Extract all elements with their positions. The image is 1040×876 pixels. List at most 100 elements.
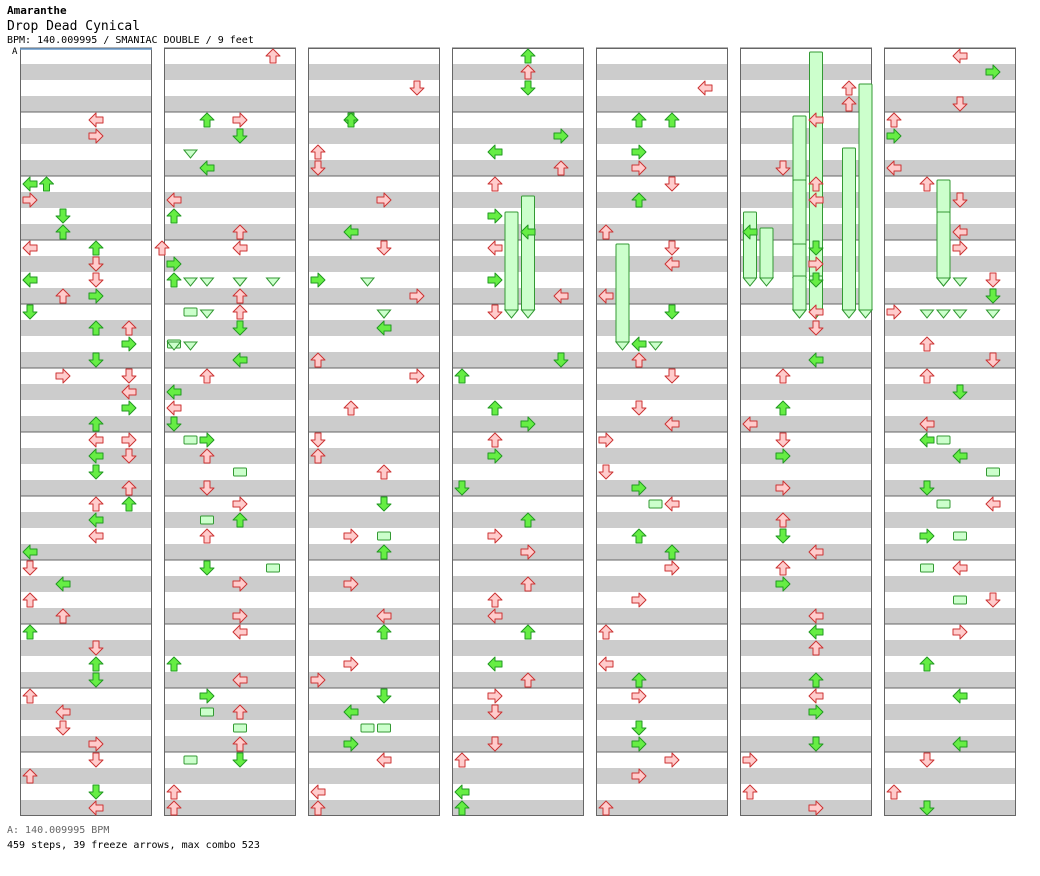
step-arrow-down (985, 352, 1001, 368)
beat-stripe (164, 416, 296, 432)
beat-stripe (884, 320, 1016, 336)
step-arrow-right (487, 688, 503, 704)
step-arrow-up (520, 64, 536, 80)
step-arrow-up (310, 352, 326, 368)
step-arrow-left (22, 176, 38, 192)
step-arrow-right (199, 432, 215, 448)
step-arrow-down (553, 352, 569, 368)
step-arrow-up (154, 240, 170, 256)
step-arrow-up (55, 288, 71, 304)
step-arrow-down (199, 480, 215, 496)
beat-stripe (740, 640, 872, 656)
chart-info: BPM: 140.009995 / SMANIAC DOUBLE / 9 fee… (7, 35, 254, 46)
beat-stripe (20, 544, 152, 560)
freeze-arrow (986, 467, 1000, 477)
step-arrow-down (808, 240, 824, 256)
step-arrow-up (919, 336, 935, 352)
step-arrow-up (199, 112, 215, 128)
freeze-tail (841, 309, 857, 319)
step-arrow-up (121, 496, 137, 512)
freeze-tail (166, 341, 182, 351)
beat-stripe (308, 96, 440, 112)
beat-stripe (884, 96, 1016, 112)
step-arrow-down (808, 320, 824, 336)
step-arrow-right (121, 432, 137, 448)
freeze-arrow (266, 563, 280, 573)
step-arrow-right (232, 112, 248, 128)
beat-stripe (20, 448, 152, 464)
step-arrow-up (88, 656, 104, 672)
freeze-arrow (200, 515, 214, 525)
column-border (596, 48, 728, 816)
step-arrow-up (664, 112, 680, 128)
bpm-marker-label: A (12, 47, 18, 57)
beat-stripe (20, 800, 152, 816)
beat-stripe (20, 512, 152, 528)
freeze-arrow (377, 723, 391, 733)
step-arrow-up (487, 432, 503, 448)
step-arrow-up (520, 576, 536, 592)
beat-stripe (308, 544, 440, 560)
step-arrow-right (55, 368, 71, 384)
freeze-arrow (183, 435, 198, 445)
step-arrow-left (886, 160, 902, 176)
step-arrow-down (775, 160, 791, 176)
step-arrow-up (553, 160, 569, 176)
beat-stripe (164, 576, 296, 592)
freeze-arrow (936, 435, 951, 445)
step-arrow-down (88, 752, 104, 768)
beat-stripe (308, 64, 440, 80)
beat-stripe (164, 160, 296, 176)
step-arrow-up (520, 48, 536, 64)
step-arrow-left (376, 320, 392, 336)
step-arrow-up (166, 208, 182, 224)
step-arrow-right (376, 192, 392, 208)
beat-stripe (596, 768, 728, 784)
beat-stripe (452, 160, 584, 176)
step-arrow-down (22, 560, 38, 576)
freeze-arrow (858, 83, 873, 311)
step-arrow-left (808, 624, 824, 640)
step-arrow-right (487, 272, 503, 288)
beat-stripe (740, 416, 872, 432)
beat-stripe (164, 640, 296, 656)
step-arrow-down (310, 160, 326, 176)
step-arrow-up (121, 320, 137, 336)
step-arrow-left (454, 784, 470, 800)
beat-stripe (740, 96, 872, 112)
freeze-tail (182, 149, 199, 159)
step-arrow-up (598, 624, 614, 640)
freeze-tail (376, 309, 392, 319)
beat-stripe (452, 192, 584, 208)
column-border (884, 48, 1016, 816)
freeze-tail (614, 341, 631, 351)
step-arrow-right (631, 768, 647, 784)
beat-stripe (164, 736, 296, 752)
beat-stripe (740, 320, 872, 336)
step-arrow-up (520, 672, 536, 688)
step-arrow-down (166, 416, 182, 432)
freeze-arrow (200, 707, 214, 717)
freeze-arrow (759, 227, 774, 279)
beat-stripe (308, 128, 440, 144)
step-arrow-right (631, 736, 647, 752)
freeze-tail (952, 277, 968, 287)
step-arrow-up (310, 448, 326, 464)
step-arrow-left (487, 656, 503, 672)
step-arrow-left (343, 704, 359, 720)
step-arrow-down (55, 208, 71, 224)
step-stats: 459 steps, 39 freeze arrows, max combo 5… (7, 840, 260, 851)
beat-stripe (164, 800, 296, 816)
beat-stripe (20, 320, 152, 336)
step-arrow-up (376, 544, 392, 560)
step-arrow-up (232, 288, 248, 304)
beat-stripe (596, 96, 728, 112)
step-arrow-up (454, 368, 470, 384)
step-arrow-right (775, 576, 791, 592)
step-arrow-right (199, 688, 215, 704)
beat-stripe (164, 352, 296, 368)
step-arrow-right (886, 304, 902, 320)
step-arrow-left (166, 384, 182, 400)
beat-stripe (308, 672, 440, 688)
beat-stripe (452, 576, 584, 592)
